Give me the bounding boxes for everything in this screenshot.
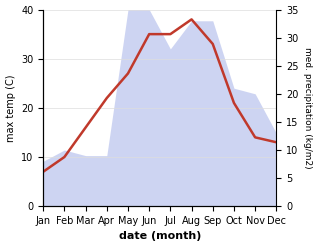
X-axis label: date (month): date (month): [119, 231, 201, 242]
Y-axis label: med. precipitation (kg/m2): med. precipitation (kg/m2): [303, 47, 313, 169]
Y-axis label: max temp (C): max temp (C): [5, 74, 16, 142]
